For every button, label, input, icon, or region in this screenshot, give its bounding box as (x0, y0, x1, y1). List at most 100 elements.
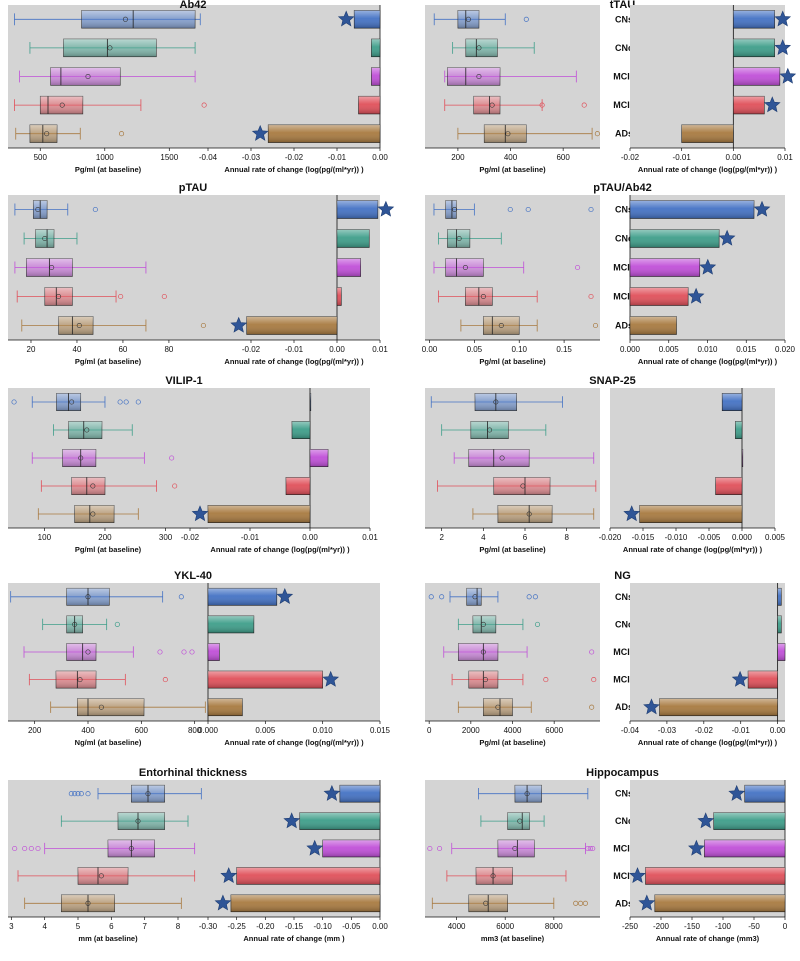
bar-shade-ADs (208, 698, 243, 716)
significance-star (718, 229, 736, 246)
outlier-CNs (526, 594, 532, 600)
chart-title: SNAP-25 (589, 375, 635, 387)
bar-shade-MCIc (630, 287, 689, 306)
x-axis-label: Pg/ml (at baseline) (479, 357, 546, 366)
x-tick-label: 1500 (160, 153, 178, 162)
bar-shade-MCIs (733, 67, 780, 86)
x-tick-label: 0.000 (198, 726, 219, 735)
group-label-ADs: ADs (615, 321, 633, 331)
bar-shade-ADs (268, 124, 380, 143)
x-tick-label: -0.02 (621, 153, 640, 162)
x-axis-label: Annual rate of change (log(pg/(ml*yr)) ) (638, 738, 778, 747)
box-shade (63, 39, 157, 57)
group-label-ADs: ADs (615, 898, 633, 908)
mean-MCIc (489, 102, 495, 108)
x-tick-label: -0.20 (256, 922, 275, 931)
chart-title: Hippocampus (586, 767, 659, 779)
x-tick-label: -0.03 (242, 153, 261, 162)
box-shade (483, 316, 520, 335)
x-tick-label: 0.005 (255, 726, 276, 735)
x-axis-label: Annual rate of change (mm3) (656, 934, 760, 943)
chart-title: YKL-40 (174, 570, 212, 582)
box-shade (470, 421, 509, 439)
chart-panel-15: -0.04 -0.03 -0.02 -0.01 0.00 Annual rate of c… (621, 583, 786, 747)
x-tick-label: 200 (451, 153, 465, 162)
x-tick-label: 0.00 (302, 533, 318, 542)
x-tick-label: 0.01 (777, 153, 793, 162)
significance-star (753, 200, 771, 217)
outlier-CNs (588, 206, 594, 213)
group-label-MCIs: MCIs (613, 647, 635, 657)
significance-star (731, 670, 749, 687)
bar-shade-CNs (722, 393, 742, 411)
significance-star (643, 698, 660, 715)
x-tick-label: 0.005 (659, 345, 680, 354)
outlier-CNs (178, 594, 184, 600)
outlier-MCIs (575, 264, 581, 271)
significance-star (638, 894, 656, 911)
mean-MCIc (482, 677, 488, 683)
plot-area (630, 583, 785, 721)
x-tick-label: 4000 (504, 726, 522, 735)
mean-MCIc (77, 677, 83, 683)
mean-CNc (42, 236, 48, 242)
outlier-CNs (439, 594, 445, 600)
x-tick-label: 0.000 (620, 345, 641, 354)
x-tick-label: 0.010 (697, 345, 718, 354)
bar-shade-MCIc (645, 867, 785, 885)
bar-shade-CNc (630, 229, 720, 248)
box-shade (447, 67, 500, 86)
mean-CNs (465, 16, 471, 22)
box-shade (81, 10, 196, 29)
mean-ADs (98, 704, 104, 710)
significance-star (623, 505, 641, 522)
box-shade (457, 10, 479, 29)
significance-star (728, 784, 746, 801)
x-tick-label: 200 (28, 726, 42, 735)
chart-panel-17: -0.30 -0.25 -0.20 -0.15 -0.10 -0.05 0.00 Annual… (199, 780, 388, 943)
mean-ADs (76, 322, 82, 328)
box-shade (40, 96, 83, 114)
box-shade (56, 671, 96, 689)
outlier-CNs (75, 791, 81, 797)
bar-shade-MCIc (208, 671, 323, 689)
box-shade (472, 615, 496, 633)
outlier-MCIc (588, 293, 594, 300)
box-shade (66, 643, 96, 661)
x-tick-label: -0.30 (199, 922, 218, 931)
bar-shade-MCIc (733, 96, 765, 114)
x-tick-label: 0.15 (556, 345, 572, 354)
bar-shade-CNs (208, 588, 277, 606)
x-tick-label: -0.01 (285, 345, 304, 354)
box-shade (468, 449, 530, 467)
x-tick-label: 0.010 (313, 726, 334, 735)
outlier-MCIs (427, 845, 433, 852)
chart-title: NG (614, 570, 631, 582)
bar-shade-CNs (354, 10, 380, 29)
x-tick-label: -0.04 (199, 153, 218, 162)
bar-shade-CNs (777, 588, 782, 606)
mean-ADs (90, 511, 96, 517)
box-shade (71, 477, 105, 495)
outlier-MCIc (172, 483, 178, 489)
bar-shade-ADs (639, 505, 742, 523)
x-tick-label: 8 (564, 533, 569, 542)
box-shade (476, 867, 513, 885)
significance-star (306, 839, 324, 856)
mean-CNc (480, 621, 486, 627)
significance-star (230, 316, 248, 333)
significance-star (629, 867, 646, 884)
chart-panel-5: -0.02 -0.01 0.00 0.01 Annual rate of change … (208, 195, 395, 366)
box-shade (473, 96, 500, 114)
group-label-CNc: CNc (615, 43, 633, 53)
bar-shade-MCIs (322, 840, 380, 857)
mean-CNs (524, 791, 530, 797)
x-tick-label: -0.010 (665, 533, 688, 542)
chart-panel-2: tTAU 200 400 600 Pg/ml (at baseline) CNs CNc MC… (425, 0, 635, 174)
x-axis-label: Annual rate of change (log(pg/(ml*yr)) ) (638, 357, 778, 366)
group-label-ADs: ADs (615, 702, 633, 712)
mean-ADs (483, 900, 489, 906)
mean-MCIs (480, 649, 486, 655)
mean-CNs (493, 399, 499, 405)
bar-shade-ADs (208, 505, 310, 523)
